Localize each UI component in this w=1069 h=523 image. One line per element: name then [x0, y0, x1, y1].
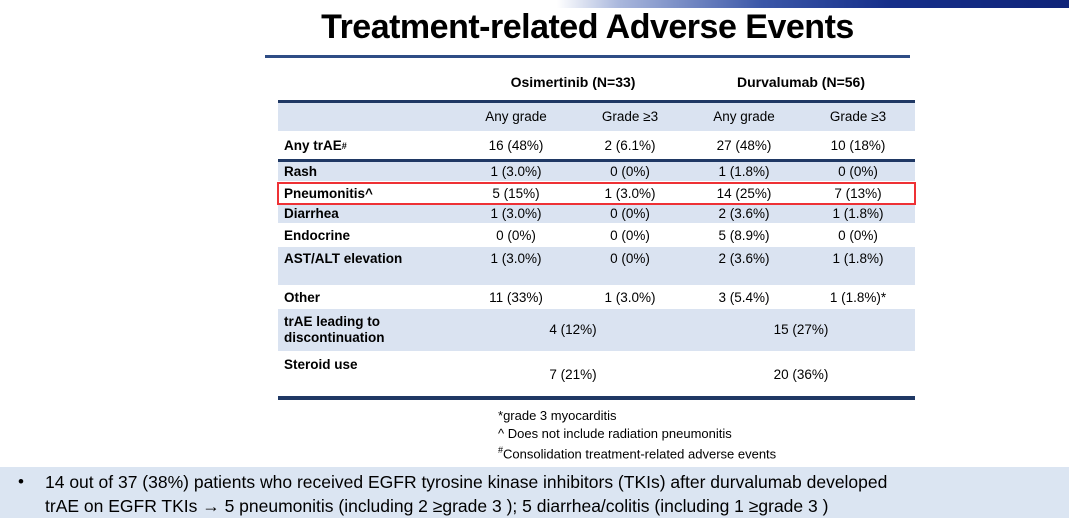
page-title: Treatment-related Adverse Events [321, 8, 854, 46]
cell: 0 (0%) [610, 163, 650, 179]
cell: 2 (3.6%) [718, 251, 770, 266]
cell: 1 (1.8%)* [829, 290, 887, 305]
cell-merged-osimertinib: 4 (12%) [549, 322, 597, 337]
summary-callout: • 14 out of 37 (38%) patients who receiv… [0, 467, 1069, 518]
cell: 1 (3.0%) [490, 251, 542, 266]
group-header-osimertinib: Osimertinib (N=33) [510, 74, 636, 90]
table-top-rule [278, 100, 915, 103]
cell: 0 (0%) [838, 228, 878, 243]
row-label: Rash [284, 163, 318, 179]
cell: 1 (3.0%) [604, 185, 656, 201]
top-gradient-bar [557, 0, 1069, 8]
cell: 1 (3.0%) [490, 163, 542, 179]
table-row-steroid-use: Steroid use 7 (21%) 20 (36%) [278, 353, 915, 396]
cell: 10 (18%) [830, 138, 886, 153]
cell-merged-durvalumab: 15 (27%) [773, 322, 829, 337]
bullet-point: • [18, 472, 24, 491]
cell: 0 (0%) [838, 163, 878, 179]
cell: 1 (3.0%) [604, 290, 656, 305]
row-label: Endocrine [284, 228, 351, 243]
footnotes: *grade 3 myocarditis ^ Does not include … [498, 407, 776, 463]
cell: 1 (3.0%) [490, 205, 542, 221]
callout-line-2: trAE on EGFR TKIs → 5 pneumonitis (inclu… [45, 496, 829, 516]
cell: 1 (1.8%) [718, 163, 770, 179]
callout-line-1: 14 out of 37 (38%) patients who received… [45, 472, 888, 492]
cell: 27 (48%) [716, 138, 772, 153]
cell: 1 (1.8%) [832, 251, 884, 266]
cell: 0 (0%) [496, 228, 536, 243]
row-label: Any trAE # [284, 138, 347, 153]
table-group-header-row: Osimertinib (N=33) Durvalumab (N=56) [278, 64, 915, 100]
cell: 14 (25%) [716, 185, 772, 201]
cell-merged-durvalumab: 20 (36%) [773, 366, 829, 382]
footnote-myocarditis: *grade 3 myocarditis [498, 408, 617, 423]
table-mid-rule [278, 159, 915, 162]
cell: 11 (33%) [489, 290, 543, 305]
cell: 5 (15%) [492, 185, 540, 201]
callout-text: 14 out of 37 (38%) patients who received… [45, 470, 887, 518]
table-row-any-trae: Any trAE # 16 (48%) 2 (6.1%) 27 (48%) 10 … [278, 133, 915, 159]
title-underline [265, 55, 910, 58]
row-label: Pneumonitis^ [284, 185, 373, 201]
cell-merged-osimertinib: 7 (21%) [549, 366, 597, 382]
cell: 16 (48%) [488, 138, 544, 153]
cell: 0 (0%) [610, 205, 650, 221]
subheader-any-grade-osi: Any grade [485, 109, 547, 124]
row-label: Other [284, 290, 321, 305]
table-row-endocrine: Endocrine 0 (0%) 0 (0%) 5 (8.9%) 0 (0%) [278, 225, 915, 247]
table-row-ast-alt: AST/ALT elevation 1 (3.0%) 0 (0%) 2 (3.6… [278, 247, 915, 287]
group-header-durvalumab: Durvalumab (N=56) [737, 74, 865, 90]
row-label: Diarrhea [284, 205, 339, 221]
table-row-diarrhea: Diarrhea 1 (3.0%) 0 (0%) 2 (3.6%) 1 (1.8… [278, 204, 915, 225]
group-header-spacer [278, 64, 459, 100]
table-subheader-row: Any grade Grade ≥3 Any grade Grade ≥3 [278, 103, 915, 133]
row-label: Steroid use [284, 357, 358, 372]
subheader-any-grade-durva: Any grade [713, 109, 775, 124]
footnote-consolidation: #Consolidation treatment-related adverse… [498, 445, 777, 462]
subheader-grade3-osi: Grade ≥3 [601, 109, 659, 124]
table-row-other: Other 11 (33%) 1 (3.0%) 3 (5.4%) 1 (1.8%… [278, 287, 915, 309]
cell: 2 (3.6%) [718, 205, 770, 221]
cell: 7 (13%) [834, 185, 882, 201]
cell: 0 (0%) [610, 228, 650, 243]
table-row-trae-discontinuation: trAE leading to discontinuation 4 (12%) … [278, 309, 915, 353]
cell: 2 (6.1%) [604, 138, 656, 153]
table-bottom-rule [278, 396, 915, 400]
subheader-spacer [278, 103, 459, 131]
adverse-events-table: Osimertinib (N=33) Durvalumab (N=56) Any… [277, 64, 916, 400]
row-label: trAE leading to discontinuation [284, 314, 385, 345]
table-row-rash: Rash 1 (3.0%) 0 (0%) 1 (1.8%) 0 (0%) [278, 162, 915, 183]
cell: 5 (8.9%) [718, 228, 770, 243]
footnote-radiation-pneumonitis: ^ Does not include radiation pneumonitis [498, 425, 732, 441]
title-wrap: Treatment-related Adverse Events [255, 8, 920, 47]
cell: 3 (5.4%) [718, 290, 770, 305]
cell: 0 (0%) [610, 251, 650, 266]
cell: 1 (1.8%) [832, 205, 884, 221]
table-row-pneumonitis-highlighted: Pneumonitis^ 5 (15%) 1 (3.0%) 14 (25%) 7… [277, 182, 916, 205]
subheader-grade3-durva: Grade ≥3 [829, 109, 887, 124]
row-label: AST/ALT elevation [284, 251, 403, 266]
